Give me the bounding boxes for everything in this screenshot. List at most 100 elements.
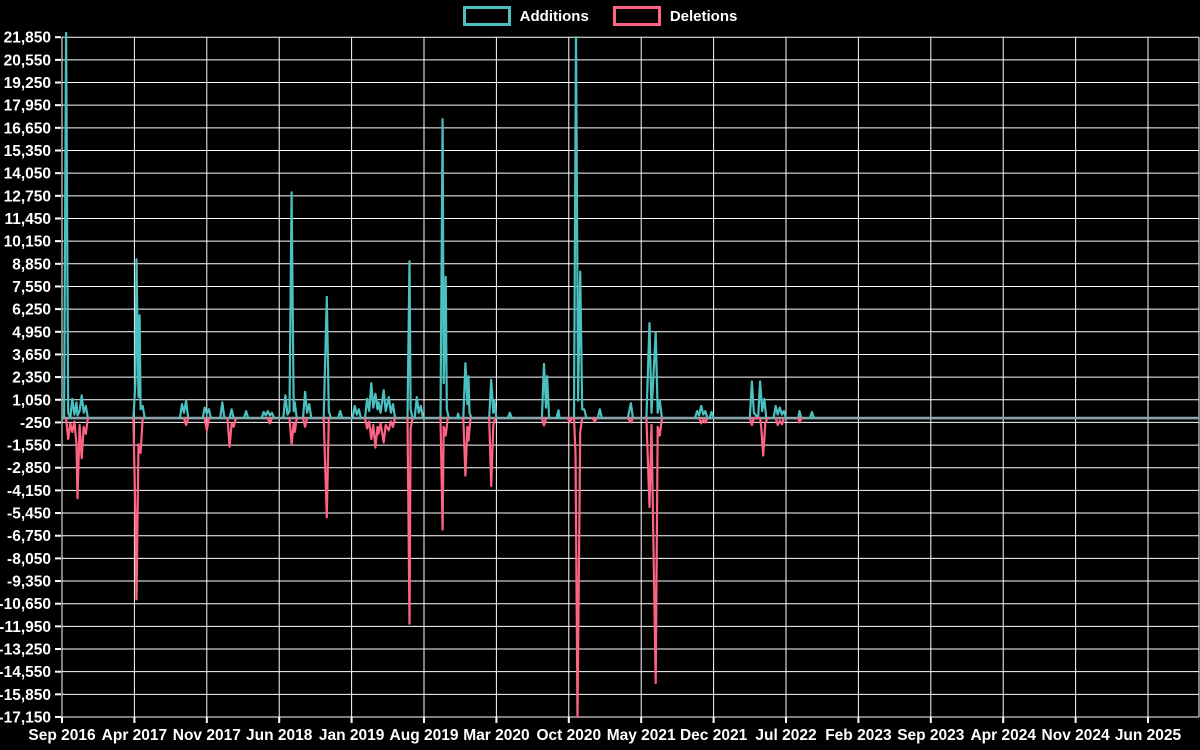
additions-spike <box>462 362 473 420</box>
x-tick-label: Jul 2022 <box>755 727 816 744</box>
deletions-spike <box>322 417 330 519</box>
deletions-spike <box>132 417 144 601</box>
series-additions <box>62 31 816 420</box>
x-tick-label: Jan 2019 <box>319 727 385 744</box>
deletions-swatch-icon <box>612 6 661 26</box>
y-tick-label: -250 <box>20 415 51 432</box>
x-tick-label: Nov 2024 <box>1042 727 1110 744</box>
deletions-spike <box>363 417 397 449</box>
y-tick-label: -9,350 <box>7 574 51 591</box>
deletions-spike <box>748 417 769 457</box>
deletions-spike <box>566 417 574 424</box>
x-tick-labels: Sep 2016 Apr 2017 Nov 2017 Jun 2018 Jan 2019… <box>28 727 1181 744</box>
additions-spike <box>301 390 313 420</box>
y-tick-label: 17,950 <box>4 98 51 115</box>
y-tick-label: 4,950 <box>12 324 51 341</box>
y-tick-label: -15,850 <box>0 687 51 704</box>
deletions-spike <box>288 417 298 446</box>
legend-item-additions[interactable]: Additions <box>462 6 589 26</box>
additions-swatch-icon <box>462 6 511 26</box>
additions-spike <box>540 362 551 420</box>
y-tick-label: -2,850 <box>7 460 51 477</box>
deletions-spike <box>226 417 237 448</box>
x-tick-label: Sep 2023 <box>897 727 965 744</box>
additions-spike <box>322 295 332 420</box>
additions-spike <box>506 411 513 420</box>
additions-spike <box>572 36 588 420</box>
y-tick-label: 15,350 <box>4 143 51 160</box>
additions-spike <box>178 399 190 420</box>
additions-spike <box>488 378 498 420</box>
y-tick-label: -17,150 <box>0 710 51 727</box>
deletions-spike <box>591 417 598 423</box>
deletions-spike <box>540 417 548 427</box>
additions-spike <box>337 410 344 420</box>
y-tick-label: 11,450 <box>4 211 51 228</box>
additions-spike <box>228 408 235 420</box>
additions-spike <box>260 410 276 420</box>
deletions-spike <box>203 417 210 432</box>
gridlines <box>61 36 1200 718</box>
x-tick-label: Jun 2018 <box>246 727 313 744</box>
deletions-spike <box>645 417 664 685</box>
additions-spike <box>201 406 212 420</box>
y-tick-label: 2,350 <box>12 370 51 387</box>
y-tick-label: 8,850 <box>12 256 51 273</box>
deletions-spike <box>797 417 803 424</box>
additions-spike <box>596 408 604 420</box>
additions-spike <box>363 382 397 420</box>
deletions-spike <box>439 417 449 531</box>
additions-spike <box>626 402 635 420</box>
deletions-spike <box>488 417 497 488</box>
y-tick-label: 12,750 <box>4 188 51 205</box>
legend-item-deletions[interactable]: Deletions <box>612 6 738 26</box>
x-tick-label: Apr 2017 <box>102 727 167 744</box>
y-tick-label: 1,050 <box>12 392 51 409</box>
deletions-spike <box>182 417 190 427</box>
deletions-spike <box>301 417 309 428</box>
additions-spike <box>797 410 803 420</box>
y-tick-label: -8,050 <box>7 551 51 568</box>
x-tick-label: Nov 2017 <box>173 727 241 744</box>
y-tick-label: -5,450 <box>7 506 51 523</box>
deletions-spike <box>774 417 786 427</box>
additions-spike <box>693 404 715 420</box>
series-deletions <box>64 417 803 719</box>
x-tick-label: Feb 2023 <box>825 727 892 744</box>
additions-spike <box>808 410 816 420</box>
y-tick-label: 6,250 <box>12 302 51 319</box>
deletions-spike <box>697 417 709 425</box>
chart-legend: Additions Deletions <box>0 6 1200 26</box>
axis-tick-marks <box>55 36 1149 723</box>
deletions-spike <box>64 417 90 500</box>
y-tick-label: -10,650 <box>0 596 51 613</box>
y-tick-label: 14,050 <box>4 166 51 183</box>
y-tick-label: 7,550 <box>12 279 51 296</box>
y-tick-label: 16,650 <box>4 120 51 137</box>
y-tick-label: -14,550 <box>0 664 51 681</box>
y-tick-labels: 21,850 20,550 19,250 17,950 16,650 15,350 14,0… <box>0 30 51 727</box>
additions-spike <box>62 31 90 420</box>
x-tick-label: Sep 2016 <box>28 727 96 744</box>
y-tick-label: 20,550 <box>4 52 51 69</box>
y-tick-label: 3,650 <box>12 347 51 364</box>
x-tick-label: Aug 2019 <box>390 727 459 744</box>
y-tick-label: 21,850 <box>4 30 51 47</box>
legend-label-additions: Additions <box>519 7 589 25</box>
additions-spike <box>555 409 561 420</box>
y-tick-label: -4,150 <box>7 483 51 500</box>
x-tick-label: Mar 2020 <box>463 727 529 744</box>
y-tick-label: 10,150 <box>4 234 51 251</box>
additions-spike <box>282 191 298 420</box>
deletions-spike <box>406 417 414 625</box>
x-tick-label: Apr 2024 <box>970 727 1036 744</box>
additions-spike <box>242 410 250 420</box>
deletions-spike <box>572 417 584 719</box>
additions-spike <box>406 260 425 420</box>
legend-label-deletions: Deletions <box>669 7 738 25</box>
deletions-spike <box>626 417 635 424</box>
additions-spike <box>456 412 461 420</box>
y-tick-label: -1,550 <box>7 438 51 455</box>
